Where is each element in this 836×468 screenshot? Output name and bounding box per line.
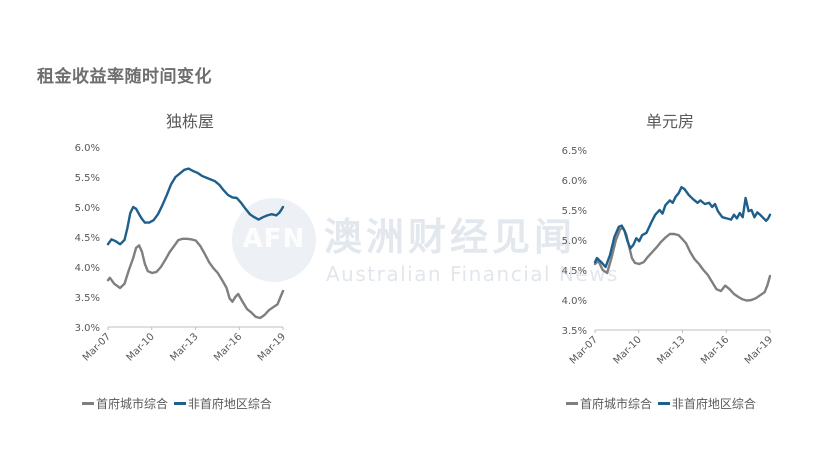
x-tick-label: Mar-10 <box>125 331 157 363</box>
y-tick-label: 6.0% <box>75 143 100 154</box>
legend-units: 首府城市综合 非首府地区综合 <box>566 394 758 412</box>
x-tick-label: Mar-19 <box>256 331 288 363</box>
legend-label-capital: 首府城市综合 <box>580 397 653 411</box>
legend-item-regional: 非首府地区综合 <box>173 395 272 412</box>
y-tick-label: 3.0% <box>75 323 100 334</box>
y-tick-label: 3.5% <box>75 293 100 304</box>
legend-houses: 首府城市综合 非首府地区综合 <box>82 394 274 412</box>
x-tick-label: Mar-10 <box>612 334 644 366</box>
legend-label-regional: 非首府地区综合 <box>187 397 272 411</box>
y-tick-label: 5.5% <box>75 173 100 184</box>
series-line-regional-houses <box>106 167 285 246</box>
legend-label-capital: 首府城市综合 <box>96 397 169 411</box>
x-tick-label: Mar-13 <box>655 334 687 366</box>
y-tick-label: 4.0% <box>75 263 100 274</box>
legend-swatch-capital <box>82 402 94 405</box>
legend-item-regional: 非首府地区综合 <box>657 395 756 412</box>
y-tick-label: 5.0% <box>562 236 587 247</box>
legend-swatch-regional <box>657 402 670 405</box>
chart-title-houses: 独栋屋 <box>165 112 214 131</box>
legend-label-regional: 非首府地区综合 <box>671 397 756 411</box>
chart-title-units: 单元房 <box>645 112 694 131</box>
y-tick-label: 6.0% <box>562 176 587 187</box>
y-tick-label: 5.0% <box>75 203 100 214</box>
page-title: 租金收益率随时间变化 <box>37 67 212 87</box>
y-tick-label: 5.5% <box>562 206 587 217</box>
y-tick-label: 4.5% <box>75 233 100 244</box>
legend-swatch-capital <box>566 402 578 405</box>
legend-swatch-regional <box>173 402 186 405</box>
legend-item-capital: 首府城市综合 <box>566 395 652 412</box>
x-tick-label: Mar-16 <box>699 334 731 366</box>
series-line-capital-houses <box>106 237 285 320</box>
x-tick-label: Mar-19 <box>743 334 775 366</box>
x-tick-label: Mar-16 <box>212 331 244 363</box>
series-line-capital-units <box>593 226 772 302</box>
legend-item-capital: 首府城市综合 <box>82 395 168 412</box>
y-tick-label: 6.5% <box>562 146 587 157</box>
x-tick-label: Mar-13 <box>168 331 200 363</box>
x-tick-label: Mar-07 <box>568 334 600 366</box>
y-tick-label: 4.5% <box>562 266 587 277</box>
series-line-regional-units <box>593 186 772 269</box>
x-tick-label: Mar-07 <box>81 331 113 363</box>
y-tick-label: 3.5% <box>562 326 587 337</box>
y-tick-label: 4.0% <box>562 296 587 307</box>
